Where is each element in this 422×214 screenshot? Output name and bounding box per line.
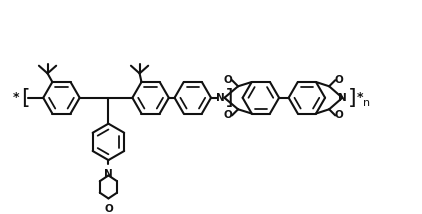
Text: *: * — [356, 91, 363, 104]
Text: O: O — [104, 204, 113, 214]
Text: N: N — [338, 93, 347, 103]
Text: n: n — [363, 98, 371, 108]
Text: N: N — [104, 169, 113, 179]
Text: ]: ] — [348, 88, 356, 108]
Text: ]: ] — [225, 88, 233, 108]
Text: O: O — [224, 110, 233, 120]
Text: [: [ — [21, 88, 30, 108]
Text: O: O — [335, 110, 344, 120]
Text: O: O — [335, 75, 344, 85]
Text: N: N — [216, 93, 225, 103]
Text: O: O — [224, 75, 233, 85]
Text: *: * — [13, 91, 20, 104]
